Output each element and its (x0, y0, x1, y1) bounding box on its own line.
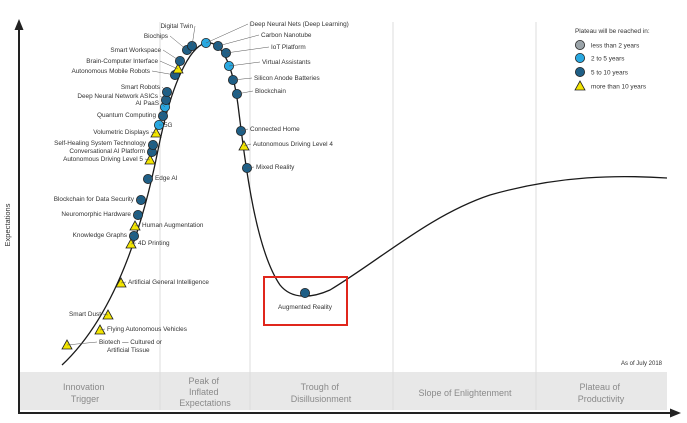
label-smart-robots: Smart Robots (121, 84, 160, 91)
label-neuromorphic-hardware: Neuromorphic Hardware (61, 211, 131, 218)
legend-label: 5 to 10 years (591, 70, 628, 77)
label-autonomous-mobile-robots: Autonomous Mobile Robots (71, 68, 150, 75)
leader-line-connected-home (240, 128, 249, 132)
highlight-box (263, 276, 348, 326)
legend-marker-circle (575, 67, 586, 78)
label-deep-neural-nets-deep-learning: Deep Neural Nets (Deep Learning) (250, 21, 349, 28)
label-flying-autonomous-vehicles: Flying Autonomous Vehicles (107, 326, 187, 333)
label-biochips: Biochips (144, 33, 168, 40)
as-of-note: As of July 2018 (621, 361, 663, 367)
leader-line-smart-workspace (162, 49, 181, 62)
leader-line-biochips (169, 35, 188, 51)
leader-line-digital-twin (191, 25, 196, 47)
label-deep-neural-network-asics: Deep Neural Network ASICs (77, 93, 158, 100)
leader-line-autonomous-mobile-robots (151, 70, 176, 76)
leader-line-4d-printing (130, 242, 137, 245)
phase-labels: Innovation Trigger Peak of Inflated Expe… (63, 376, 625, 408)
leader-line-self-healing-system-technology (147, 142, 154, 146)
leader-line-volumetric-displays (150, 131, 157, 134)
marker-circle-augmented-reality (299, 287, 310, 298)
label-augmented-reality: Augmented Reality (278, 304, 333, 311)
hype-curve (61, 42, 668, 366)
label-brain-computer-interface: Brain-Computer Interface (86, 58, 158, 65)
phase-dividers (159, 22, 537, 410)
label-smart-dust: Smart Dust (69, 311, 101, 318)
label-mixed-reality: Mixed Reality (256, 164, 295, 171)
label-human-augmentation: Human Augmentation (142, 222, 204, 229)
label-virtual-assistants: Virtual Assistants (262, 59, 311, 66)
leader-line-blockchain-for-data-security (135, 198, 142, 201)
label-carbon-nanotube: Carbon Nanotube (261, 32, 312, 39)
label-4d-printing: 4D Printing (138, 240, 170, 247)
leader-line-flying-autonomous-vehicles (99, 328, 106, 331)
label-biotech-cultured-or-artificial-tissue: Biotech — Cultured or Artificial Tissue (99, 339, 163, 354)
leader-line-edge-ai (147, 177, 154, 180)
label-quantum-computing: Quantum Computing (97, 112, 156, 119)
legend-label: less than 2 years (591, 43, 639, 50)
label-self-healing-system-technology: Self-Healing System Technology (54, 140, 147, 147)
label-conversational-ai-platform: Conversational AI Platform (69, 148, 145, 155)
y-axis-label: Expectations (3, 203, 12, 246)
label-blockchain-for-data-security: Blockchain for Data Security (54, 196, 135, 203)
axes (18, 28, 672, 414)
legend-title: Plateau will be reached in: (575, 28, 650, 35)
y-axis-arrowhead (14, 19, 24, 30)
legend-marker-circle (575, 40, 586, 51)
phase-label-innovation-trigger: Innovation Trigger (63, 382, 107, 404)
label-connected-home: Connected Home (250, 126, 300, 133)
leader-line-artificial-general-intelligence (120, 281, 127, 284)
leader-line-silicon-anode-batteries (232, 77, 253, 81)
phase-label-slope: Slope of Enlightenment (418, 388, 512, 398)
technology-markers (61, 38, 310, 350)
leader-line-human-augmentation (134, 224, 141, 227)
leader-line-smart-robots (161, 86, 168, 93)
label-smart-workspace: Smart Workspace (110, 47, 161, 54)
legend-marker-triangle (574, 80, 586, 91)
leader-line-conversational-ai-platform (146, 150, 153, 153)
leader-line-deep-neural-network-asics (159, 95, 167, 101)
leader-line-autonomous-driving-level-5 (144, 158, 151, 161)
label-5g: 5G (164, 122, 173, 129)
label-blockchain: Blockchain (255, 88, 286, 95)
phase-label-plateau: Plateau of Productivity (578, 382, 625, 404)
leader-line-smart-dust (102, 313, 109, 316)
phase-label-trough: Trough of Disillusionment (291, 382, 352, 404)
x-axis-arrowhead (670, 408, 681, 418)
leader-line-mixed-reality (246, 166, 255, 169)
leader-line-carbon-nanotube (217, 34, 260, 47)
legend-marker-circle (575, 53, 586, 64)
leader-line-iot-platform (225, 46, 270, 54)
phase-label-peak: Peak of Inflated Expectations (179, 376, 231, 408)
leader-line-virtual-assistants (228, 61, 261, 67)
label-knowledge-graphs: Knowledge Graphs (73, 232, 127, 239)
legend: Plateau will be reached in: less than 2 … (574, 28, 650, 91)
leader-lines (66, 23, 270, 346)
technology-labels: Biotech — Cultured or Artificial Tissue Fl… (54, 21, 349, 354)
label-ai-paas: AI PaaS (136, 100, 159, 107)
leader-line-deep-neural-nets-deep-learning (205, 23, 249, 44)
leader-line-biotech-cultured-or-artificial-tissue (66, 341, 98, 346)
leader-line-blockchain (236, 90, 254, 95)
leader-line-ai-paas (160, 102, 166, 108)
label-iot-platform: IoT Platform (271, 44, 306, 51)
label-volumetric-displays: Volumetric Displays (93, 129, 149, 136)
label-edge-ai: Edge AI (155, 175, 178, 182)
leader-line-neuromorphic-hardware (132, 213, 139, 216)
leader-line-brain-computer-interface (159, 60, 179, 70)
marker-triangle-brain-computer-interface (172, 63, 184, 74)
label-digital-twin: Digital Twin (160, 23, 193, 30)
label-autonomous-driving-level-4: Autonomous Driving Level 4 (253, 141, 333, 148)
label-silicon-anode-batteries: Silicon Anode Batteries (254, 75, 320, 82)
marker-triangle-autonomous-driving-level-4 (238, 140, 250, 151)
legend-label: 2 to 5 years (591, 56, 624, 63)
leader-line-quantum-computing (157, 114, 164, 117)
phase-band (20, 372, 667, 410)
label-artificial-general-intelligence: Artificial General Intelligence (128, 279, 209, 286)
leader-line-autonomous-driving-level-4 (243, 143, 252, 147)
leader-line-knowledge-graphs (128, 234, 135, 237)
label-autonomous-driving-level-5: Autonomous Driving Level 5 (63, 156, 143, 163)
legend-label: more than 10 years (591, 84, 646, 91)
